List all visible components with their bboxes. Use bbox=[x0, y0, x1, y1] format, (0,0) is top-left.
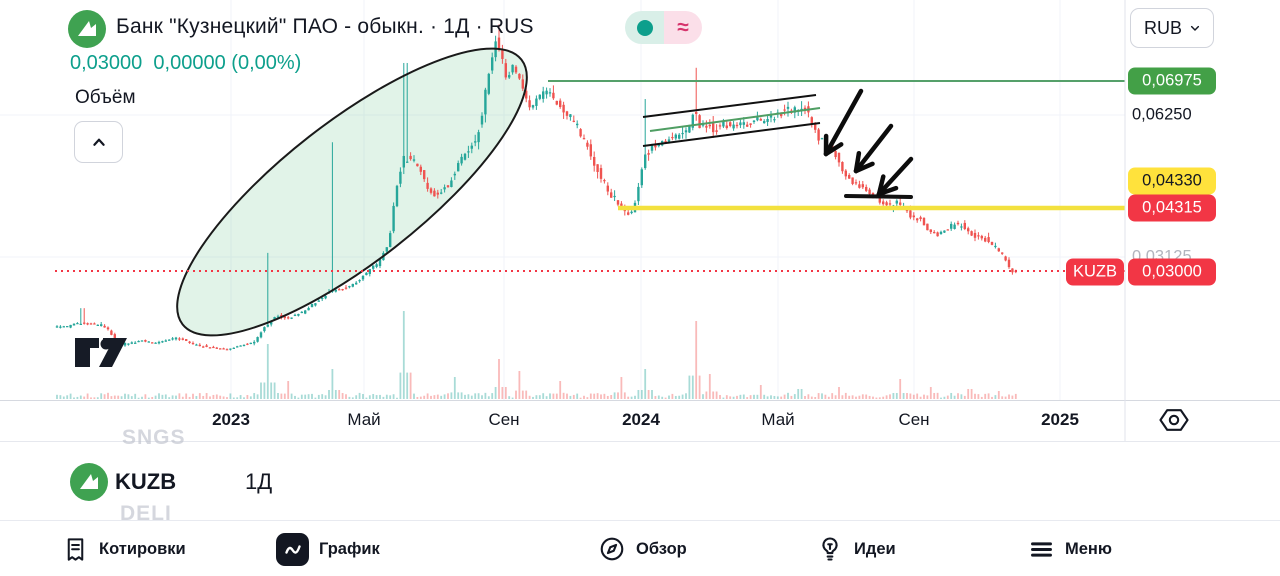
price-label-0_06975: 0,06975 bbox=[1128, 67, 1216, 95]
collapse-pane-button[interactable] bbox=[74, 121, 123, 163]
time-tick-label: Май bbox=[347, 410, 381, 429]
toolbar-symbol-button[interactable]: KUZB bbox=[115, 469, 177, 494]
toolbar-interval-button[interactable]: 1Д bbox=[245, 469, 273, 494]
ghost-ticker-lower-clip: DELI bbox=[120, 502, 172, 520]
price-label-0_06250: 0,06250 bbox=[1132, 105, 1192, 124]
toolbar-symbol-logo[interactable] bbox=[70, 463, 108, 501]
time-axis[interactable]: 2023 Май Сен 2024 Май Сен 2025 bbox=[0, 0, 1280, 445]
down-arrow bbox=[876, 156, 914, 197]
down-arrow bbox=[853, 123, 894, 174]
trend-ellipse bbox=[176, 47, 528, 337]
nav-item-ideas[interactable]: Идеи bbox=[816, 521, 896, 576]
nav-label-menu: Меню bbox=[1065, 539, 1112, 558]
price-label-0_04330: 0,04330 bbox=[1128, 167, 1216, 195]
channel-line bbox=[642, 94, 817, 118]
quotes-list-icon bbox=[67, 537, 84, 561]
nav-item-chart[interactable]: График bbox=[276, 521, 380, 576]
nav-label-ideas: Идеи bbox=[854, 539, 896, 558]
time-tick-label: Сен bbox=[488, 410, 520, 429]
chevron-down-icon bbox=[1190, 25, 1200, 31]
nav-label-chart: График bbox=[319, 539, 380, 558]
annotation-line bbox=[844, 194, 913, 199]
bottom-nav: Котировки График Обзор Идеи bbox=[0, 520, 1280, 576]
time-tick-label: 2023 bbox=[212, 410, 250, 429]
down-arrow bbox=[823, 88, 864, 157]
candles bbox=[55, 24, 1017, 351]
nav-item-overview[interactable]: Обзор bbox=[598, 521, 687, 576]
status-pill[interactable]: ≈ bbox=[625, 11, 702, 44]
price-chart[interactable] bbox=[0, 0, 1280, 445]
market-status-dot-icon bbox=[636, 19, 653, 36]
time-tick-label: 2025 bbox=[1041, 410, 1079, 429]
symbol-title[interactable]: Банк "Кузнецкий" ПАО - обыкн. · 1Д · RUS bbox=[116, 15, 534, 38]
channel-line bbox=[649, 107, 821, 132]
price-change: 0,00000 bbox=[153, 52, 226, 74]
delayed-data-icon: ≈ bbox=[664, 11, 702, 44]
symbol-logo bbox=[68, 10, 106, 48]
ticker-price-badge: KUZB bbox=[1066, 258, 1124, 286]
time-tick-label: Сен bbox=[898, 410, 930, 429]
nav-label-overview: Обзор bbox=[636, 539, 687, 558]
trend-ellipse-fill bbox=[177, 48, 527, 336]
volume-pane-label[interactable]: Объём bbox=[75, 87, 136, 108]
ghost-ticker-lower: DELI bbox=[120, 502, 172, 520]
price-axis[interactable]: 0,06975 0,06250 0,04330 0,04315 0,03125 0,030… bbox=[0, 0, 1280, 445]
chevron-up-icon bbox=[92, 138, 105, 146]
area-chart-icon bbox=[80, 474, 98, 489]
chart-toolbar: KUZB 1Д bbox=[0, 443, 1280, 520]
area-chart-icon bbox=[78, 21, 96, 36]
axis-settings-button[interactable] bbox=[1158, 406, 1190, 434]
currency-selector[interactable]: RUB bbox=[1130, 8, 1214, 48]
time-tick-label: 2024 bbox=[622, 410, 660, 429]
nav-item-menu[interactable]: Меню bbox=[1028, 521, 1112, 576]
currency-selector-value: RUB bbox=[1144, 17, 1183, 38]
price-label-0_04315: 0,04315 bbox=[1128, 194, 1216, 222]
market-status-dot-bg bbox=[625, 11, 664, 44]
hamburger-menu-icon bbox=[1031, 541, 1052, 557]
nav-label-quotes: Котировки bbox=[99, 539, 186, 558]
gridlines bbox=[0, 0, 1125, 400]
wave-icon bbox=[284, 545, 301, 554]
hexagon-settings-icon bbox=[1159, 409, 1189, 431]
ghost-ticker-upper: SNGS bbox=[122, 426, 186, 449]
lightbulb-icon bbox=[822, 537, 838, 561]
chart-active-icon bbox=[276, 532, 309, 566]
time-tick-label: Май bbox=[761, 410, 795, 429]
channel-line bbox=[642, 122, 821, 147]
volume-bars bbox=[56, 311, 1017, 399]
price-label-0_03000: 0,03000 bbox=[1128, 258, 1216, 286]
price-change-pct: (0,00%) bbox=[231, 52, 302, 74]
nav-item-quotes[interactable]: Котировки bbox=[62, 521, 186, 576]
compass-icon bbox=[600, 537, 624, 561]
tradingview-logo bbox=[75, 338, 127, 367]
last-price: 0,03000 bbox=[70, 52, 143, 74]
price-values: 0,03000 0,00000 (0,00%) bbox=[70, 52, 301, 75]
